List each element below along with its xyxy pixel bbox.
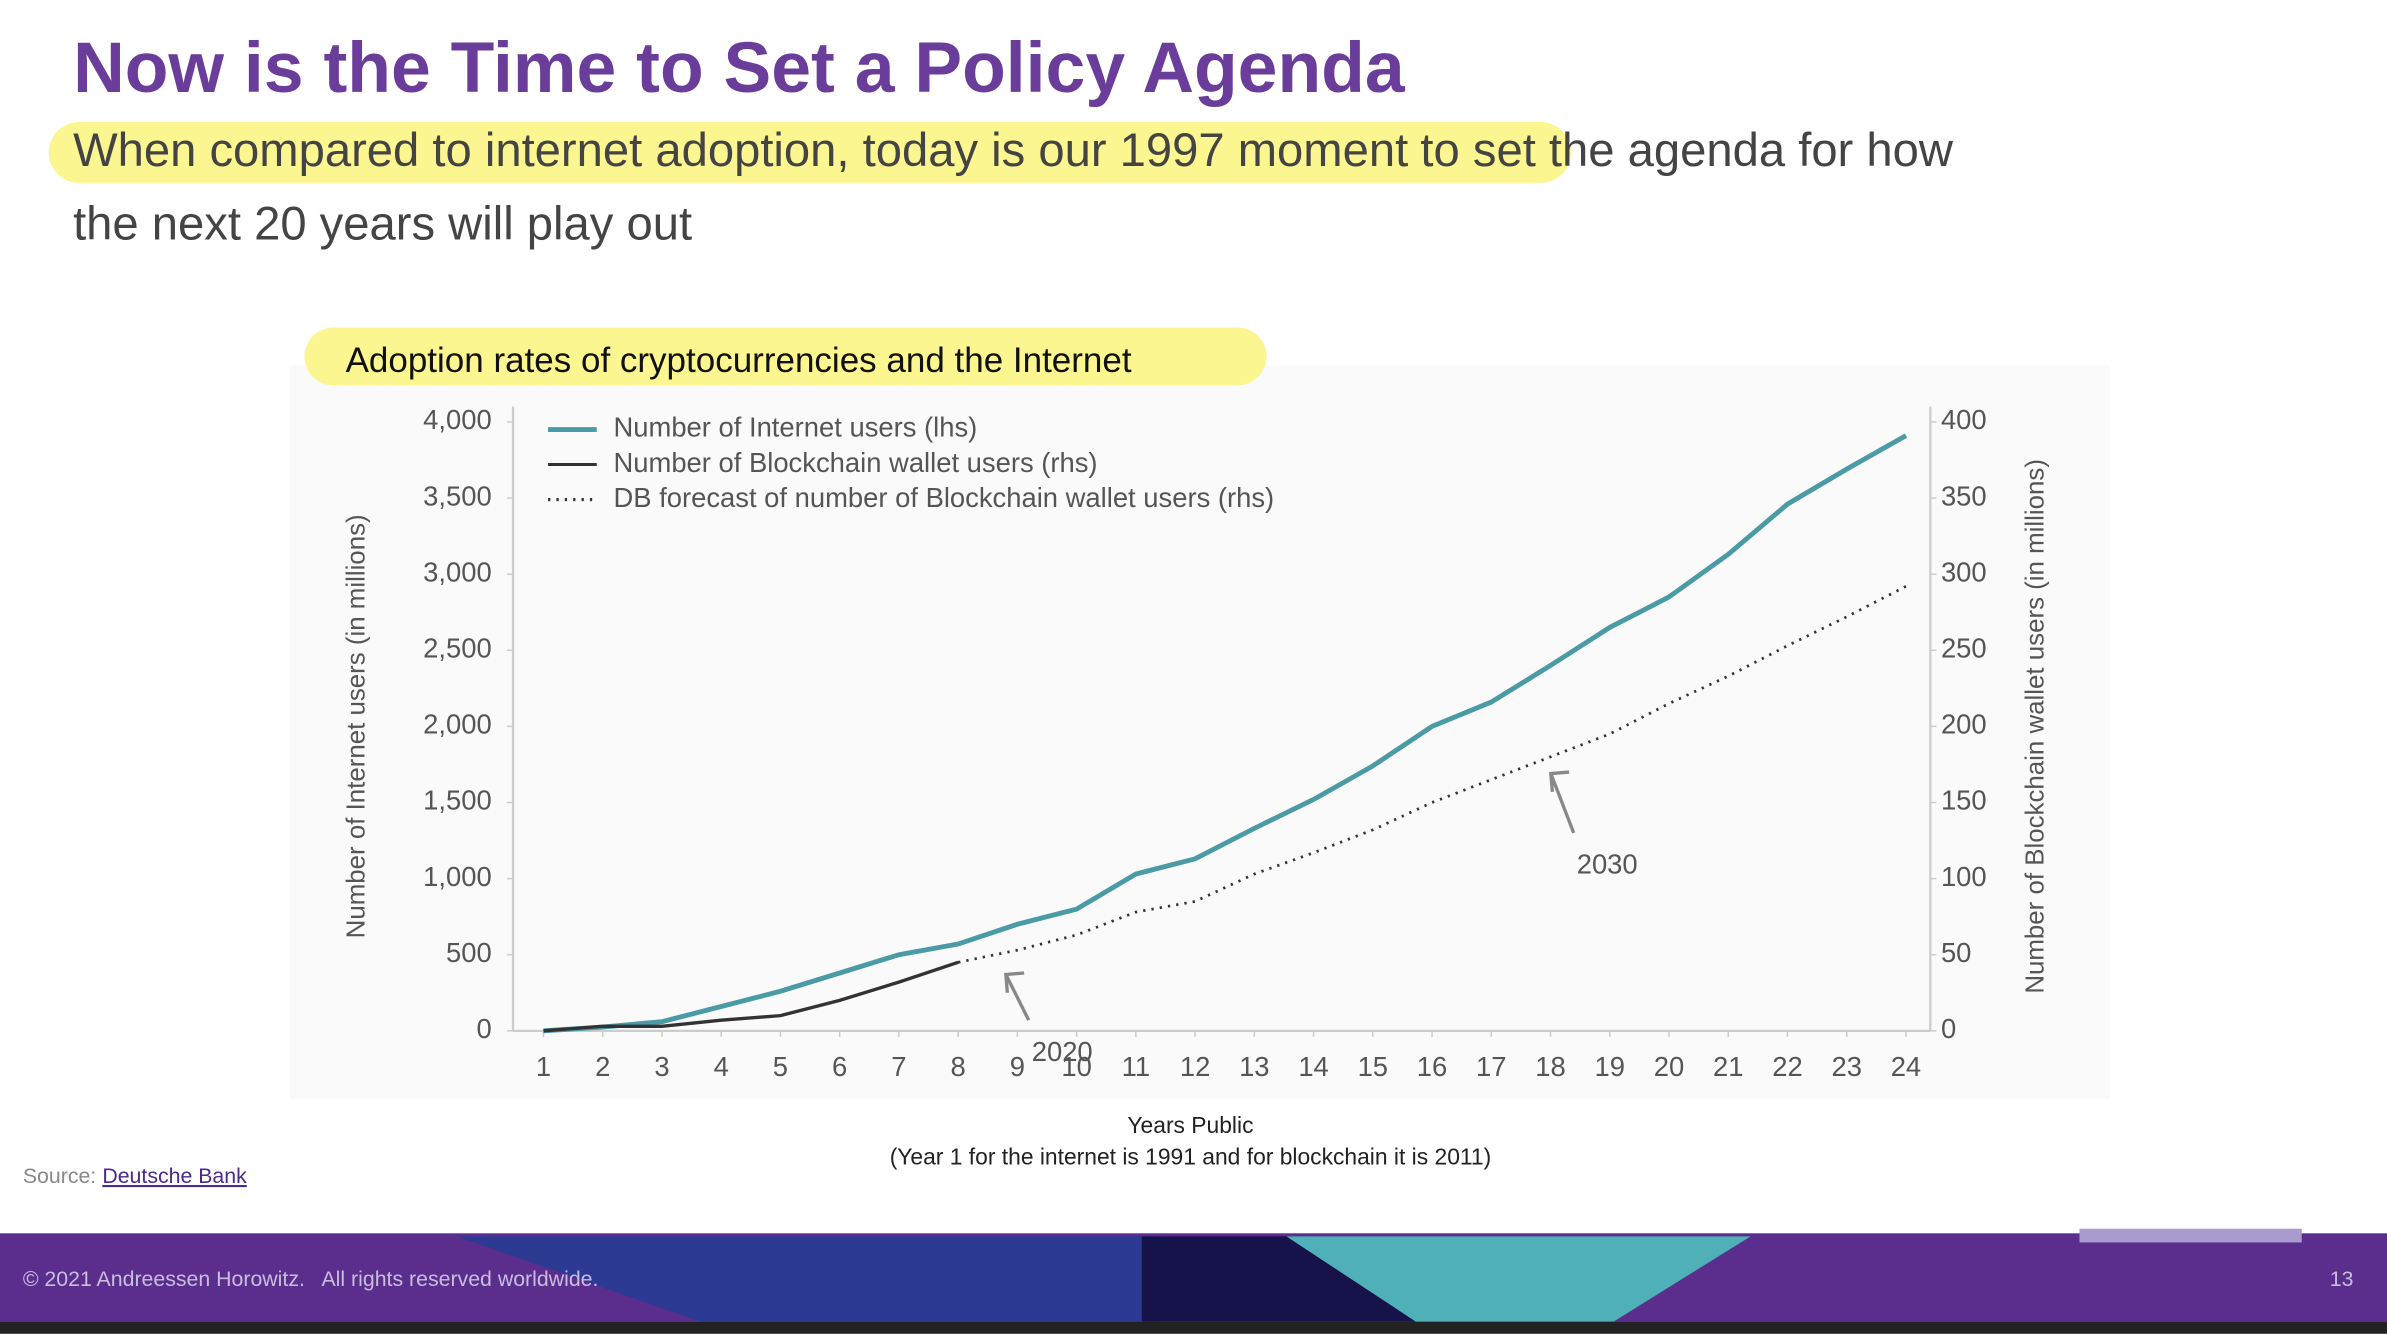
source: Source: Deutsche Bank — [23, 1164, 247, 1188]
x-tick-label: 15 — [1358, 1051, 1388, 1082]
series-line — [957, 585, 1907, 964]
legend-label: Number of Blockchain wallet users (rhs) — [613, 447, 1097, 478]
y2-axis-label: Number of Blockchain wallet users (in mi… — [2022, 459, 2050, 994]
x-tick-label: 20 — [1654, 1051, 1684, 1082]
subtitle-line: the next 20 years will play out — [73, 198, 692, 251]
y2-tick-label: 250 — [1941, 632, 1987, 663]
y-tick-label: 3,000 — [423, 556, 492, 587]
footer-bar — [2079, 1228, 2302, 1243]
x-tick-label: 17 — [1476, 1051, 1506, 1082]
y2-tick-label: 200 — [1941, 709, 1987, 740]
series-line — [543, 960, 959, 1033]
annotation-arrowhead — [1004, 971, 1025, 993]
subtitle: When compared to internet adoption, toda… — [73, 124, 1954, 177]
x-tick-label: 3 — [654, 1051, 669, 1082]
source-link[interactable]: Deutsche Bank — [102, 1164, 247, 1188]
annotation-label: 2030 — [1577, 849, 1638, 880]
bottom-strip — [0, 1321, 2387, 1334]
y-tick-label: 1,000 — [423, 861, 492, 892]
footer-shape — [456, 1236, 1157, 1322]
legend-label: DB forecast of number of Blockchain wall… — [613, 482, 1274, 513]
x-tick-label: 1 — [536, 1051, 551, 1082]
x-tick-label: 2 — [595, 1051, 610, 1082]
x-tick-label: 24 — [1891, 1051, 1921, 1082]
x-axis-label: Years Public — [1127, 1112, 1253, 1138]
subtitle-rest: to set the agenda for how — [1420, 124, 1953, 177]
x-axis-note: (Year 1 for the internet is 1991 and for… — [890, 1144, 1492, 1170]
x-tick-label: 6 — [832, 1051, 847, 1082]
series-line — [543, 433, 1908, 1034]
x-tick-label: 22 — [1772, 1051, 1802, 1082]
slide-title: Now is the Time to Set a Policy Agenda — [73, 28, 1406, 108]
x-tick-label: 23 — [1831, 1051, 1861, 1082]
annotation-label: 2020 — [1032, 1036, 1093, 1067]
annotation-arrowhead — [1549, 770, 1570, 792]
x-tick-label: 19 — [1595, 1051, 1625, 1082]
footer-shape — [1286, 1236, 1751, 1322]
y2-tick-label: 0 — [1941, 1013, 1956, 1044]
x-tick-label: 4 — [714, 1051, 729, 1082]
x-tick-label: 10 — [1061, 1051, 1091, 1082]
y-tick-label: 2,000 — [423, 709, 492, 740]
y2-tick-label: 100 — [1941, 861, 1987, 892]
x-tick-label: 11 — [1122, 1051, 1150, 1082]
x-tick-label: 13 — [1239, 1051, 1269, 1082]
chart-title: Adoption rates of cryptocurrencies and t… — [346, 341, 1132, 380]
annotation-arrow — [1004, 973, 1031, 1021]
chart-title-bg — [304, 327, 1267, 386]
source-label: Source: — [23, 1164, 96, 1188]
y-tick-label: 3,500 — [423, 480, 492, 511]
y2-tick-label: 300 — [1941, 556, 1987, 587]
legend-label: Number of Internet users (lhs) — [613, 412, 977, 443]
x-tick-label: 7 — [891, 1051, 906, 1082]
x-tick-label: 8 — [951, 1051, 966, 1082]
y2-tick-label: 400 — [1941, 404, 1987, 435]
x-tick-label: 5 — [773, 1051, 788, 1082]
x-tick-label: 16 — [1417, 1051, 1447, 1082]
x-tick-label: 14 — [1298, 1051, 1328, 1082]
y-tick-label: 2,500 — [423, 632, 492, 663]
y-tick-label: 4,000 — [423, 404, 492, 435]
y-tick-label: 0 — [476, 1013, 491, 1044]
page-number: 13 — [2330, 1267, 2354, 1291]
annotation-arrow — [1549, 772, 1576, 834]
footer-text: © 2021 Andreessen Horowitz. All rights r… — [23, 1267, 599, 1291]
y2-tick-label: 350 — [1941, 480, 1987, 511]
y2-tick-label: 150 — [1941, 785, 1987, 816]
y-tick-label: 500 — [446, 937, 492, 968]
highlight — [48, 122, 1572, 183]
chart-panel — [289, 365, 2110, 1100]
x-tick-label: 12 — [1180, 1051, 1210, 1082]
y2-tick-label: 50 — [1941, 937, 1971, 968]
y-tick-label: 1,500 — [423, 785, 492, 816]
x-tick-label: 18 — [1535, 1051, 1565, 1082]
x-tick-label: 9 — [1010, 1051, 1025, 1082]
subtitle-highlight: When compared to internet adoption, toda… — [73, 124, 1408, 177]
footer-shape — [1141, 1236, 1416, 1322]
y-axis-label: Number of Internet users (in millions) — [343, 514, 371, 938]
x-tick-label: 21 — [1713, 1051, 1743, 1082]
